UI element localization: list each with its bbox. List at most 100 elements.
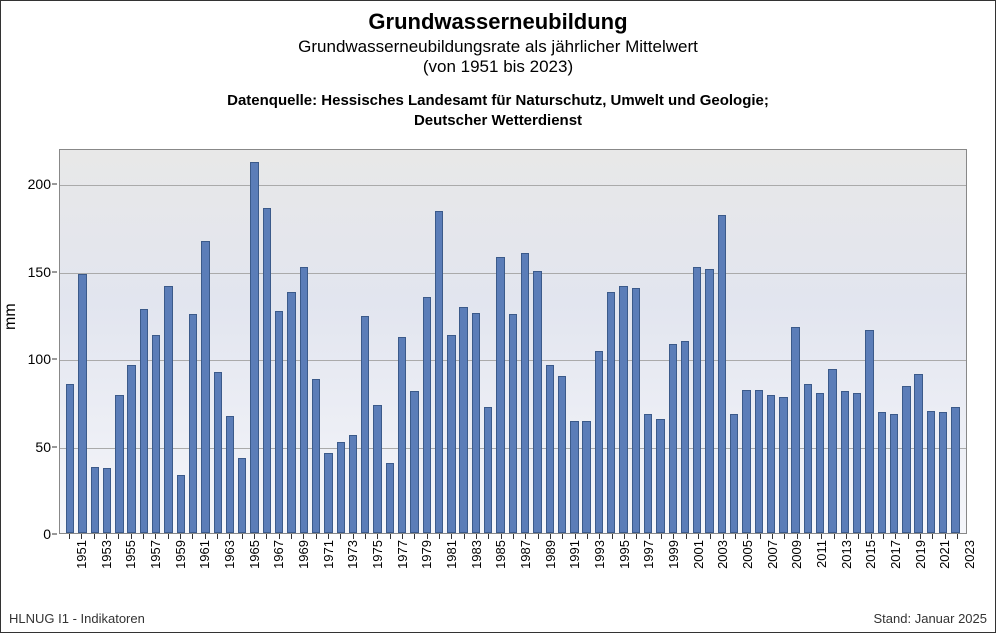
x-tick-label: 1997 [641, 540, 656, 569]
bar-slot [826, 150, 838, 533]
x-tick-mark [488, 534, 489, 539]
x-tick-label: 2021 [937, 540, 952, 569]
bar [410, 391, 418, 533]
x-tick-label: 1957 [148, 540, 163, 569]
bar [66, 384, 74, 533]
bar [238, 458, 246, 533]
x-tick-label: 1989 [543, 540, 558, 569]
x-tick-mark [723, 534, 724, 539]
bar-slot [863, 150, 875, 533]
x-tick-mark [649, 534, 650, 539]
bar [373, 405, 381, 533]
bar-slot [654, 150, 666, 533]
x-tick-mark [599, 534, 600, 539]
x-tick-label: 1953 [99, 540, 114, 569]
bar [619, 286, 627, 533]
bar-slot [593, 150, 605, 533]
bar-slot [937, 150, 949, 533]
bar [435, 211, 443, 533]
x-tick-mark [155, 534, 156, 539]
bar [755, 390, 763, 534]
x-tick-mark [451, 534, 452, 539]
bar-slot [359, 150, 371, 533]
bar [705, 269, 713, 533]
bar-slot [371, 150, 383, 533]
x-tick-mark [390, 534, 391, 539]
y-tick-label: 150 [28, 264, 51, 280]
bar-slot [298, 150, 310, 533]
chart-container: Grundwasserneubildung Grundwasserneubild… [0, 0, 996, 633]
x-tick-mark [636, 534, 637, 539]
bar-slot [322, 150, 334, 533]
x-tick-mark [143, 534, 144, 539]
x-tick-mark [340, 534, 341, 539]
bars-group [60, 150, 966, 533]
y-tick-mark [52, 359, 57, 360]
bar-slot [691, 150, 703, 533]
bar [669, 344, 677, 533]
bar [398, 337, 406, 533]
bar-slot [396, 150, 408, 533]
bar-slot [384, 150, 396, 533]
bar [152, 335, 160, 533]
y-tick-mark [52, 184, 57, 185]
x-tick-mark [217, 534, 218, 539]
x-tick-mark [809, 534, 810, 539]
x-tick-mark [710, 534, 711, 539]
bar [496, 257, 504, 534]
x-tick-mark [242, 534, 243, 539]
bar-slot [285, 150, 297, 533]
x-tick-mark [686, 534, 687, 539]
bar [595, 351, 603, 533]
bar-slot [544, 150, 556, 533]
x-tick-mark [316, 534, 317, 539]
bar-slot [445, 150, 457, 533]
bar [632, 288, 640, 533]
x-tick-label: 1963 [222, 540, 237, 569]
x-tick-mark [575, 534, 576, 539]
x-tick-label: 2009 [789, 540, 804, 569]
bar-slot [605, 150, 617, 533]
bar [791, 327, 799, 534]
bar-slot [617, 150, 629, 533]
x-tick-label: 1971 [321, 540, 336, 569]
bar-slot [273, 150, 285, 533]
bar [103, 468, 111, 533]
bar-slot [630, 150, 642, 533]
bar-slot [802, 150, 814, 533]
bar [914, 374, 922, 533]
bar-slot [888, 150, 900, 533]
bar-slot [64, 150, 76, 533]
x-tick-label: 1985 [493, 540, 508, 569]
bar-slot [568, 150, 580, 533]
bar [718, 215, 726, 534]
bar [275, 311, 283, 533]
bar [140, 309, 148, 533]
y-tick-label: 200 [28, 176, 51, 192]
y-tick-label: 0 [43, 526, 51, 542]
chart-title: Grundwasserneubildung [1, 9, 995, 35]
bar-slot [790, 150, 802, 533]
bar [324, 453, 332, 534]
bar [865, 330, 873, 533]
x-tick-mark [883, 534, 884, 539]
x-tick-mark [180, 534, 181, 539]
bar-slot [507, 150, 519, 533]
y-tick-label: 50 [35, 439, 51, 455]
x-tick-mark [957, 534, 958, 539]
x-tick-label: 1979 [419, 540, 434, 569]
x-tick-mark [525, 534, 526, 539]
x-tick-mark [538, 534, 539, 539]
bar-slot [458, 150, 470, 533]
x-tick-mark [439, 534, 440, 539]
bar [423, 297, 431, 533]
x-tick-label: 1991 [567, 540, 582, 569]
bar-slot [580, 150, 592, 533]
bar-slot [335, 150, 347, 533]
bar-slot [679, 150, 691, 533]
bar-slot [839, 150, 851, 533]
bar-slot [519, 150, 531, 533]
bar [546, 365, 554, 533]
bar-slot [949, 150, 961, 533]
y-tick-label: 100 [28, 351, 51, 367]
